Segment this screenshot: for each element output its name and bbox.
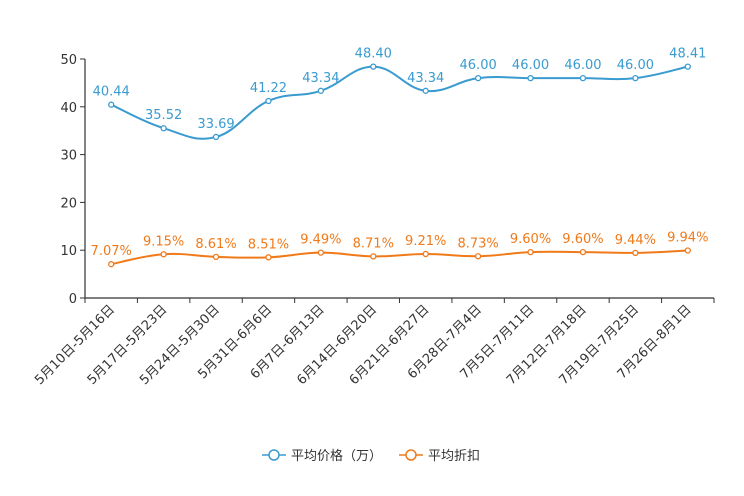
legend-item-1[interactable]: 平均折扣	[399, 449, 480, 464]
data-label: 9.15%	[143, 234, 184, 249]
data-point[interactable]	[579, 74, 587, 82]
data-point[interactable]	[527, 74, 534, 82]
y-tick-label: 50	[60, 53, 77, 68]
legend-marker-icon	[405, 449, 417, 461]
data-label: 40.44	[93, 85, 130, 100]
series-1	[108, 247, 691, 268]
data-point[interactable]	[632, 249, 639, 257]
data-label: 46.00	[564, 58, 601, 73]
data-label: 33.69	[197, 117, 234, 132]
series-line	[111, 249, 688, 266]
data-point[interactable]	[422, 250, 429, 258]
data-label: 43.34	[407, 71, 444, 86]
data-label: 9.94%	[667, 230, 708, 245]
data-point[interactable]	[212, 253, 220, 260]
data-point[interactable]	[265, 254, 272, 261]
y-tick-label: 20	[60, 196, 77, 211]
data-point[interactable]	[370, 63, 377, 70]
data-label: 9.49%	[300, 233, 341, 248]
legend-item-0[interactable]: 平均价格（万）	[262, 448, 382, 464]
data-label: 46.00	[617, 58, 654, 73]
data-point[interactable]	[370, 253, 377, 260]
data-point[interactable]	[160, 125, 167, 132]
axes: 010203040505月10日-5月16日5月17日-5月23日5月24日-5…	[32, 53, 715, 388]
y-tick-label: 40	[60, 101, 77, 116]
data-point[interactable]	[108, 101, 115, 108]
data-point[interactable]	[527, 248, 534, 256]
data-label: 41.22	[250, 81, 287, 96]
data-label: 48.40	[355, 47, 392, 62]
data-point[interactable]	[422, 87, 429, 94]
y-tick-label: 0	[69, 292, 77, 307]
data-point[interactable]	[212, 133, 220, 141]
data-label: 8.51%	[248, 237, 289, 252]
data-point[interactable]	[474, 253, 482, 260]
data-label: 7.07%	[91, 244, 132, 259]
data-label: 9.60%	[562, 232, 603, 247]
legend[interactable]: 平均价格（万） 平均折扣	[262, 448, 480, 464]
legend-label: 平均价格（万）	[291, 448, 382, 464]
legend-label: 平均折扣	[428, 449, 480, 464]
data-label: 43.34	[302, 71, 339, 86]
data-label: 9.60%	[510, 232, 551, 247]
data-point[interactable]	[108, 261, 115, 268]
data-label: 9.44%	[615, 233, 656, 248]
data-label: 48.41	[669, 47, 706, 62]
data-labels: 40.44 35.52 33.69 41.22 43.34 48.40 43.34 46.00…	[91, 47, 709, 260]
legend-marker-icon	[268, 449, 280, 461]
series-0	[108, 63, 691, 141]
data-label: 8.73%	[457, 236, 498, 251]
data-point[interactable]	[474, 74, 482, 82]
data-point[interactable]	[317, 249, 325, 256]
y-tick-label: 10	[60, 244, 77, 259]
data-point[interactable]	[579, 248, 587, 256]
data-label: 46.00	[512, 58, 549, 73]
data-label: 8.71%	[353, 236, 394, 251]
data-label: 8.61%	[195, 237, 236, 252]
data-point[interactable]	[160, 251, 167, 258]
data-point[interactable]	[632, 74, 639, 82]
y-tick-label: 30	[60, 149, 77, 164]
data-point[interactable]	[684, 63, 691, 70]
data-point[interactable]	[317, 87, 325, 94]
data-label: 35.52	[145, 108, 182, 123]
data-point[interactable]	[684, 247, 691, 254]
data-label: 9.21%	[405, 234, 446, 249]
data-point[interactable]	[265, 97, 272, 105]
series-layer	[108, 63, 691, 268]
data-label: 46.00	[460, 58, 497, 73]
